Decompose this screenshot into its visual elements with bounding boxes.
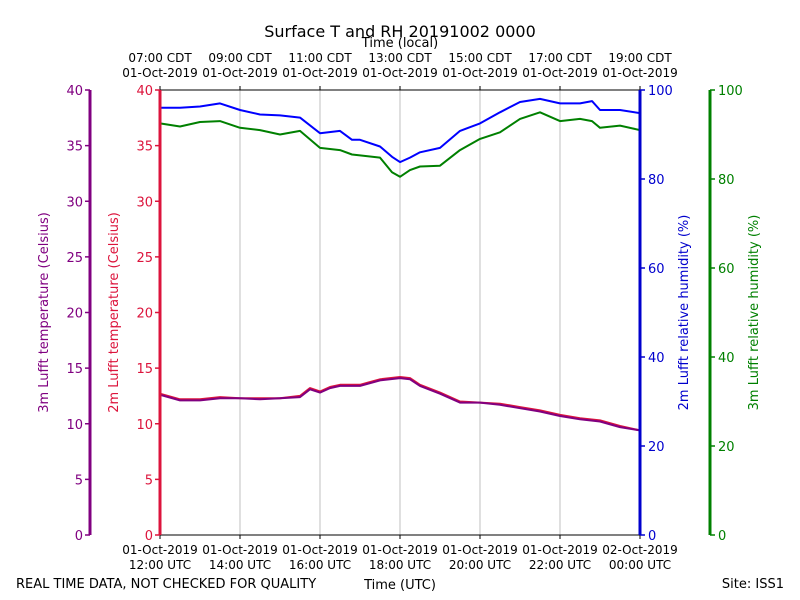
axis-tick-label-t2m: 20 bbox=[136, 307, 153, 322]
axis-tick-label-t3m: 0 bbox=[75, 529, 83, 544]
top-tick-label-date: 01-Oct-2019 bbox=[202, 66, 278, 80]
axis-tick-label-t2m: 5 bbox=[145, 473, 153, 488]
bottom-tick-label-date: 02-Oct-2019 bbox=[602, 543, 678, 557]
axis-tick-label-t3m: 35 bbox=[66, 140, 83, 155]
top-tick-label-time: 11:00 CDT bbox=[288, 51, 352, 65]
axis-tick-label-rh3m: 60 bbox=[718, 262, 735, 277]
bottom-tick-label-time: 20:00 UTC bbox=[449, 558, 511, 572]
axis-tick-label-rh2m: 0 bbox=[648, 529, 656, 544]
top-tick-label-time: 07:00 CDT bbox=[128, 51, 192, 65]
axis-tick-label-t3m: 20 bbox=[66, 307, 83, 322]
axis-tick-label-t3m: 30 bbox=[66, 195, 83, 210]
bottom-tick-label-date: 01-Oct-2019 bbox=[362, 543, 438, 557]
chart-title: Surface T and RH 20191002 0000 bbox=[264, 22, 536, 41]
axis-title-t2m: 2m Lufft temperature (Celsius) bbox=[107, 212, 122, 413]
top-tick-label-date: 01-Oct-2019 bbox=[522, 66, 598, 80]
axis-tick-label-t3m: 5 bbox=[75, 473, 83, 488]
series-line-t3m bbox=[159, 377, 641, 432]
bottom-tick-label-date: 01-Oct-2019 bbox=[442, 543, 518, 557]
top-tick-label-time: 17:00 CDT bbox=[528, 51, 592, 65]
bottom-tick-label-time: 12:00 UTC bbox=[129, 558, 191, 572]
top-tick-label-time: 13:00 CDT bbox=[368, 51, 432, 65]
axis-tick-label-t2m: 10 bbox=[136, 418, 153, 433]
axis-tick-label-rh3m: 20 bbox=[718, 440, 735, 455]
series-line-rh2m bbox=[160, 97, 641, 164]
axis-tick-label-rh3m: 0 bbox=[718, 529, 726, 544]
bottom-tick-label-time: 14:00 UTC bbox=[209, 558, 271, 572]
bottom-tick-label-time: 18:00 UTC bbox=[369, 558, 431, 572]
bottom-tick-label-date: 01-Oct-2019 bbox=[202, 543, 278, 557]
bottom-tick-label-date: 01-Oct-2019 bbox=[122, 543, 198, 557]
bottom-tick-label-time: 22:00 UTC bbox=[529, 558, 591, 572]
axis-tick-label-rh2m: 20 bbox=[648, 440, 665, 455]
axis-tick-label-rh3m: 80 bbox=[718, 173, 735, 188]
axis-tick-label-t3m: 25 bbox=[66, 251, 83, 266]
series-line-rh3m bbox=[159, 111, 641, 178]
axis-tick-label-t3m: 40 bbox=[66, 84, 83, 99]
quality-notice: REAL TIME DATA, NOT CHECKED FOR QUALITY bbox=[16, 577, 316, 592]
top-tick-label-time: 09:00 CDT bbox=[208, 51, 272, 65]
top-tick-label-date: 01-Oct-2019 bbox=[602, 66, 678, 80]
bottom-tick-label-time: 16:00 UTC bbox=[289, 558, 351, 572]
bottom-axis-label: Time (UTC) bbox=[363, 578, 436, 593]
axis-tick-label-t2m: 25 bbox=[136, 251, 153, 266]
axis-tick-label-t2m: 0 bbox=[145, 529, 153, 544]
grid-lines bbox=[239, 90, 561, 535]
axis-tick-label-t2m: 15 bbox=[136, 362, 153, 377]
axis-tick-label-rh2m: 60 bbox=[648, 262, 665, 277]
top-axis-label: Time (local) bbox=[361, 36, 438, 51]
axis-tick-label-t3m: 10 bbox=[66, 418, 83, 433]
bottom-tick-label-date: 01-Oct-2019 bbox=[522, 543, 598, 557]
top-tick-label-time: 19:00 CDT bbox=[608, 51, 672, 65]
top-tick-label-date: 01-Oct-2019 bbox=[122, 66, 198, 80]
axis-title-t3m: 3m Lufft temperature (Celsius) bbox=[37, 212, 52, 413]
axis-tick-label-t3m: 15 bbox=[66, 362, 83, 377]
axis-title-rh2m: 2m Lufft relative humidity (%) bbox=[677, 215, 692, 411]
top-tick-label-date: 01-Oct-2019 bbox=[282, 66, 358, 80]
axis-tick-label-rh3m: 40 bbox=[718, 351, 735, 366]
bottom-tick-label-time: 00:00 UTC bbox=[609, 558, 671, 572]
axis-tick-label-rh2m: 80 bbox=[648, 173, 665, 188]
top-tick-label-date: 01-Oct-2019 bbox=[442, 66, 518, 80]
axis-tick-label-rh2m: 40 bbox=[648, 351, 665, 366]
bottom-tick-label-date: 01-Oct-2019 bbox=[282, 543, 358, 557]
axis-tick-label-t2m: 35 bbox=[136, 140, 153, 155]
site-label: Site: ISS1 bbox=[722, 577, 784, 592]
data-series bbox=[159, 97, 641, 432]
top-tick-label-date: 01-Oct-2019 bbox=[362, 66, 438, 80]
axis-tick-label-rh3m: 100 bbox=[718, 84, 743, 99]
axis-title-rh3m: 3m Lufft relative humidity (%) bbox=[747, 215, 762, 411]
axis-tick-label-t2m: 40 bbox=[136, 84, 153, 99]
top-tick-label-time: 15:00 CDT bbox=[448, 51, 512, 65]
axis-tick-label-t2m: 30 bbox=[136, 195, 153, 210]
axis-tick-label-rh2m: 100 bbox=[648, 84, 673, 99]
